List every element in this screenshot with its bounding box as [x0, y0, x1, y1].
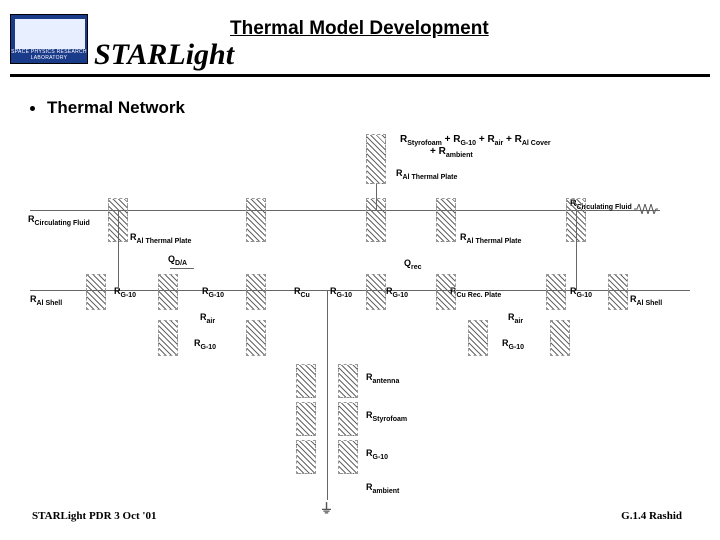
- label-rg10-5: RG-10: [570, 286, 592, 299]
- brand: STARLight: [94, 38, 234, 72]
- label-rg10-2: RG-10: [202, 286, 224, 299]
- bullet-text: Thermal Network: [47, 98, 185, 117]
- top-equation-line1: RStyrofoam + RG-10 + Rair + RAl Cover: [400, 134, 551, 147]
- hatch-4f: [546, 274, 566, 310]
- hatch-7a: [296, 402, 316, 436]
- hatch-c1: [246, 198, 266, 242]
- logo-text: SPACE PHYSICS RESEARCH LABORATORY: [11, 49, 87, 61]
- underline-qda: [170, 268, 194, 269]
- resistor-right-top: [634, 204, 658, 214]
- hatch-top: [366, 134, 386, 184]
- wire-v1: [376, 184, 377, 210]
- hatch-4b: [158, 274, 178, 310]
- bullet-dot: [30, 106, 35, 111]
- wire-v3: [576, 210, 577, 290]
- header: SPACE PHYSICS RESEARCH LABORATORY Therma…: [0, 0, 720, 82]
- hatch-8b: [338, 440, 358, 474]
- hatch-4g: [608, 274, 628, 310]
- header-rule: [10, 74, 710, 77]
- wire-v2: [118, 210, 119, 290]
- label-rstyro: RStyrofoam: [366, 410, 407, 423]
- label-r-al-tp-l: RAl Thermal Plate: [130, 232, 191, 245]
- label-rg10-3: RG-10: [330, 286, 352, 299]
- label-rair-r: Rair: [508, 312, 523, 325]
- label-rambient: Rambient: [366, 482, 399, 495]
- hatch-7b: [338, 402, 358, 436]
- label-rg10-b1: RG-10: [194, 338, 216, 351]
- label-ral-shell-l: RAl Shell: [30, 294, 62, 307]
- section-bullet: Thermal Network: [30, 98, 185, 118]
- wire-vcenter: [327, 290, 328, 500]
- footer-right: G.1.4 Rashid: [621, 510, 682, 522]
- label-rg10-4: RG-10: [386, 286, 408, 299]
- hatch-4e: [436, 274, 456, 310]
- label-rcu: RCu: [294, 286, 310, 299]
- hatch-4d: [366, 274, 386, 310]
- label-rcirc-left: RCirculating Fluid: [28, 214, 90, 227]
- label-rg10-bot: RG-10: [366, 448, 388, 461]
- label-qrec: Qrec: [404, 258, 422, 271]
- label-qda: QD/A: [168, 254, 187, 267]
- page-title: Thermal Model Development: [230, 18, 489, 40]
- top-equation-line2: + Rambient: [430, 146, 473, 159]
- sprl-logo: SPACE PHYSICS RESEARCH LABORATORY: [10, 14, 88, 64]
- hatch-6a: [296, 364, 316, 398]
- footer-left: STARLight PDR 3 Oct '01: [32, 510, 156, 522]
- hatch-5d: [550, 320, 570, 356]
- label-r-al-thermal-plate-top: RAl Thermal Plate: [396, 168, 457, 181]
- hatch-r1: [436, 198, 456, 242]
- hatch-4a: [86, 274, 106, 310]
- logo-graphic: [15, 19, 85, 49]
- hatch-5a: [158, 320, 178, 356]
- hatch-8a: [296, 440, 316, 474]
- label-ral-shell-r: RAl Shell: [630, 294, 662, 307]
- label-rantenna: Rantenna: [366, 372, 399, 385]
- hatch-4c: [246, 274, 266, 310]
- label-rcu-rec: RCu Rec. Plate: [450, 286, 501, 299]
- label-r-al-tp-r: RAl Thermal Plate: [460, 232, 521, 245]
- hatch-6b: [338, 364, 358, 398]
- ground-symbol: ⏚: [320, 498, 333, 517]
- label-rair-l: Rair: [200, 312, 215, 325]
- hatch-5b: [246, 320, 266, 356]
- hatch-5c: [468, 320, 488, 356]
- label-rg10-b2: RG-10: [502, 338, 524, 351]
- thermal-network-diagram: RStyrofoam + RG-10 + Rair + RAl Cover + …: [30, 140, 690, 500]
